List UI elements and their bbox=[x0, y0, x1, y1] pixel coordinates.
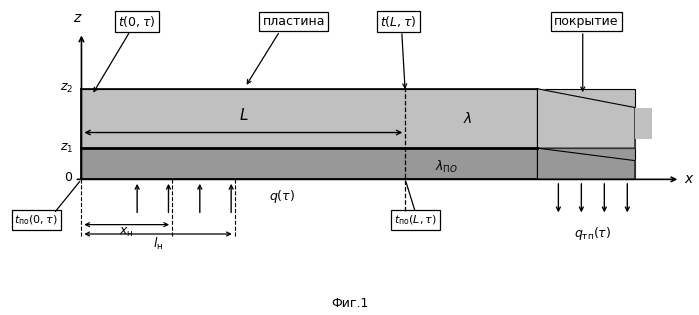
Text: $\lambda$: $\lambda$ bbox=[463, 111, 473, 126]
Bar bbox=[538, 89, 635, 148]
Text: $x_{\rm{н}}$: $x_{\rm{н}}$ bbox=[120, 226, 134, 239]
Text: $z_1$: $z_1$ bbox=[60, 141, 73, 155]
Text: $x$: $x$ bbox=[684, 172, 694, 186]
Bar bbox=[635, 107, 652, 139]
Text: $z_2$: $z_2$ bbox=[60, 82, 73, 95]
Polygon shape bbox=[538, 89, 635, 148]
Text: $t_{\rm{пo}}(0,\tau)$: $t_{\rm{пo}}(0,\tau)$ bbox=[14, 213, 58, 227]
Bar bbox=[538, 148, 635, 179]
Text: $q(\tau)$: $q(\tau)$ bbox=[269, 188, 296, 205]
Text: $L$: $L$ bbox=[238, 107, 248, 123]
Text: $q_{\rm{тп}}(\tau)$: $q_{\rm{тп}}(\tau)$ bbox=[574, 225, 612, 242]
Text: $t(L,\tau)$: $t(L,\tau)$ bbox=[380, 14, 417, 29]
Bar bbox=[82, 148, 538, 179]
Text: Фиг.1: Фиг.1 bbox=[331, 297, 368, 311]
Text: покрытие: покрытие bbox=[554, 15, 619, 28]
Polygon shape bbox=[538, 148, 635, 179]
Text: $z$: $z$ bbox=[73, 11, 82, 25]
Bar bbox=[82, 89, 538, 148]
Text: $t(0,\tau)$: $t(0,\tau)$ bbox=[118, 14, 156, 29]
Text: $l_{\rm{н}}$: $l_{\rm{н}}$ bbox=[153, 236, 163, 252]
Text: $\lambda_{\Pi O}$: $\lambda_{\Pi O}$ bbox=[435, 159, 459, 175]
Text: $t_{\rm{пo}}(L,\tau)$: $t_{\rm{пo}}(L,\tau)$ bbox=[394, 213, 437, 227]
Text: пластина: пластина bbox=[263, 15, 325, 28]
Text: $0$: $0$ bbox=[64, 171, 73, 184]
